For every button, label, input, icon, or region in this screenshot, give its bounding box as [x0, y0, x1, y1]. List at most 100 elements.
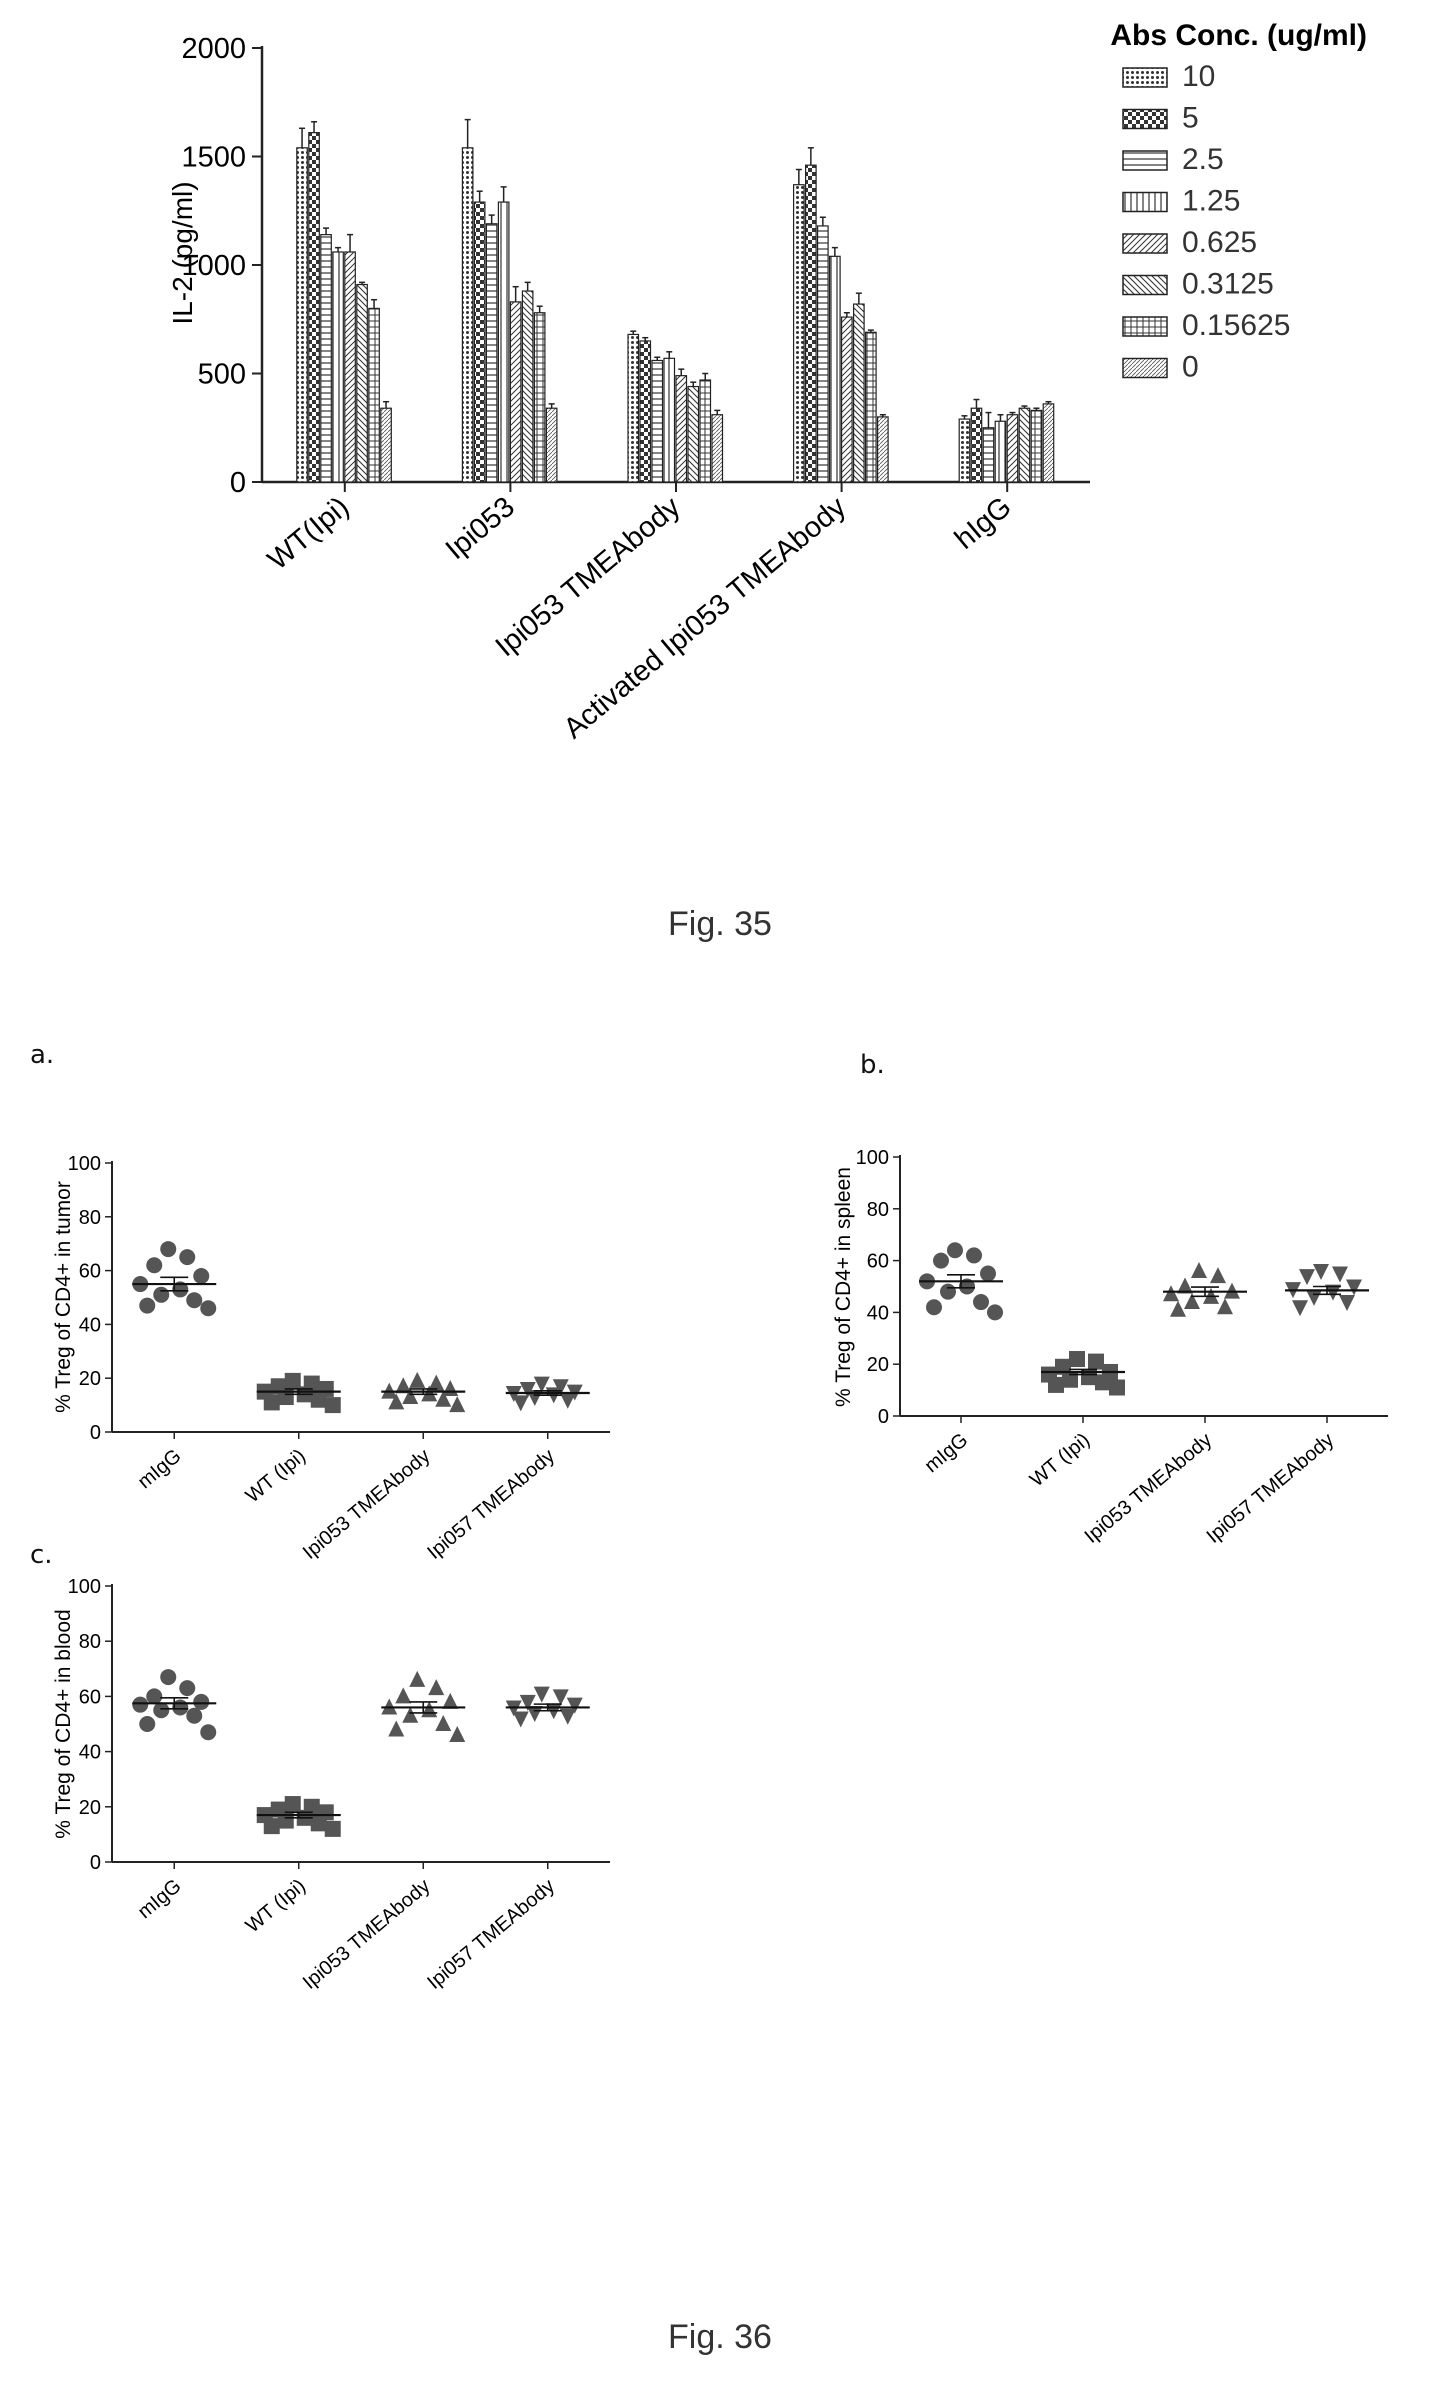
x-tick-label: mIgG — [134, 1875, 186, 1923]
point-mIgG — [146, 1257, 163, 1274]
point-mIgG — [200, 1300, 217, 1317]
fig35-legend: 10 5 2.5 1.25 0.625 0.3125 0.15625 0 — [1122, 60, 1290, 384]
point-WT — [1069, 1351, 1085, 1368]
point-WT — [1048, 1376, 1064, 1393]
point-mIgG — [186, 1707, 203, 1724]
fig35-y-tick-label: 500 — [198, 359, 246, 391]
fig35-y-tick-label: 2000 — [181, 33, 246, 65]
point-Ipi057 — [566, 1697, 583, 1714]
point-Ipi053 — [409, 1371, 426, 1388]
point-Ipi053 — [1163, 1285, 1179, 1302]
y-axis-label: % Treg of CD4+ in tumor — [52, 1181, 75, 1413]
point-mIgG — [940, 1283, 956, 1300]
point-Ipi057 — [512, 1711, 529, 1728]
x-tick-label: WT (Ipi) — [242, 1445, 310, 1507]
point-mIgG — [139, 1297, 156, 1314]
y-tick-label: 100 — [68, 1576, 101, 1598]
x-tick-label: Ipi053 TMEAbody — [1081, 1429, 1217, 1548]
point-Ipi053 — [449, 1396, 466, 1413]
point-WT — [1081, 1369, 1097, 1386]
fig35-legend-label: 0.15625 — [1182, 309, 1290, 342]
point-WT — [1109, 1379, 1125, 1396]
y-tick-label: 80 — [867, 1199, 889, 1221]
point-mIgG — [172, 1281, 189, 1298]
point-WT — [1062, 1371, 1078, 1388]
point-mIgG — [980, 1265, 996, 1282]
point-Ipi057 — [1346, 1279, 1362, 1296]
fig35-legend-label: 0.625 — [1182, 226, 1257, 259]
fig35-legend-label: 0.3125 — [1182, 268, 1274, 301]
point-WT — [310, 1815, 327, 1832]
point-mIgG — [987, 1304, 1003, 1321]
y-tick-label: 60 — [867, 1251, 889, 1273]
point-Ipi057 — [1332, 1266, 1348, 1283]
y-tick-label: 0 — [90, 1852, 101, 1874]
point-Ipi057 — [1292, 1300, 1308, 1317]
point-mIgG — [926, 1299, 942, 1316]
point-Ipi053 — [428, 1679, 445, 1696]
fig35-y-tick-label: 1500 — [181, 142, 246, 174]
point-WT — [1095, 1374, 1111, 1391]
point-Ipi057 — [1339, 1295, 1355, 1312]
x-tick-label: Ipi057 TMEAbody — [423, 1445, 559, 1564]
point-mIgG — [139, 1716, 156, 1732]
x-tick-label: Ipi057 TMEAbody — [1203, 1429, 1339, 1548]
fig35-legend-swatch — [1122, 67, 1168, 88]
fig35-legend-swatch — [1122, 191, 1168, 213]
point-Ipi053 — [442, 1692, 459, 1709]
point-Ipi057 — [1299, 1269, 1315, 1286]
point-Ipi057 — [1325, 1284, 1341, 1301]
point-Ipi057 — [533, 1376, 550, 1393]
point-mIgG — [160, 1241, 177, 1258]
point-Ipi053 — [1177, 1277, 1193, 1294]
y-tick-label: 40 — [79, 1314, 101, 1336]
fig36-caption: Fig. 36 — [668, 2318, 772, 2356]
fig35-legend-label: 0 — [1182, 351, 1199, 384]
y-tick-label: 100 — [68, 1153, 101, 1175]
point-mIgG — [966, 1247, 982, 1264]
fig35-y-tick-label: 0 — [230, 467, 246, 499]
fig35-legend-label: 2.5 — [1182, 143, 1224, 176]
point-Ipi053 — [402, 1706, 419, 1723]
point-mIgG — [193, 1267, 210, 1284]
point-Ipi053 — [395, 1377, 412, 1394]
panel-b-label: b. — [860, 1050, 885, 1080]
point-Ipi053 — [428, 1374, 445, 1391]
point-Ipi053 — [402, 1388, 419, 1405]
fig35-legend-swatch — [1122, 357, 1168, 379]
point-Ipi053 — [395, 1687, 412, 1704]
x-tick-label: Ipi053 TMEAbody — [299, 1875, 435, 1994]
fig35-caption: Fig. 35 — [668, 905, 772, 943]
point-mIgG — [160, 1669, 177, 1686]
point-Ipi053 — [388, 1393, 405, 1410]
point-WT — [324, 1397, 341, 1414]
panel-c-chart: % Treg of CD4+ in blood 0 20 40 60 80 100 mIgG W… — [52, 1576, 610, 1994]
point-mIgG — [153, 1702, 170, 1719]
point-mIgG — [947, 1242, 963, 1259]
x-tick-label: Ipi057 TMEAbody — [423, 1875, 559, 1994]
panel-c-label: c. — [30, 1540, 53, 1570]
point-Ipi057 — [519, 1381, 536, 1398]
fig35-legend-swatch — [1122, 150, 1168, 171]
point-Ipi053 — [1217, 1298, 1233, 1315]
y-tick-label: 20 — [867, 1354, 889, 1376]
y-tick-label: 40 — [867, 1302, 889, 1324]
point-mIgG — [959, 1278, 975, 1295]
point-WT — [1055, 1358, 1071, 1375]
fig35-legend-swatch — [1122, 108, 1168, 130]
y-tick-label: 60 — [79, 1261, 101, 1283]
point-Ipi057 — [512, 1395, 529, 1412]
point-Ipi057 — [1306, 1289, 1322, 1306]
point-Ipi057 — [533, 1686, 550, 1703]
fig35-y-axis-label: IL-2 (pg/ml) — [167, 181, 198, 324]
point-WT — [263, 1394, 280, 1411]
point-Ipi053 — [409, 1670, 426, 1687]
point-WT — [284, 1372, 301, 1389]
point-mIgG — [179, 1680, 196, 1697]
panel-a-chart: % Treg of CD4+ in tumor 0 20 40 60 80 100 mIgG W… — [52, 1153, 610, 1564]
point-Ipi057 — [552, 1379, 569, 1396]
fig35-legend-label: 10 — [1182, 60, 1215, 93]
